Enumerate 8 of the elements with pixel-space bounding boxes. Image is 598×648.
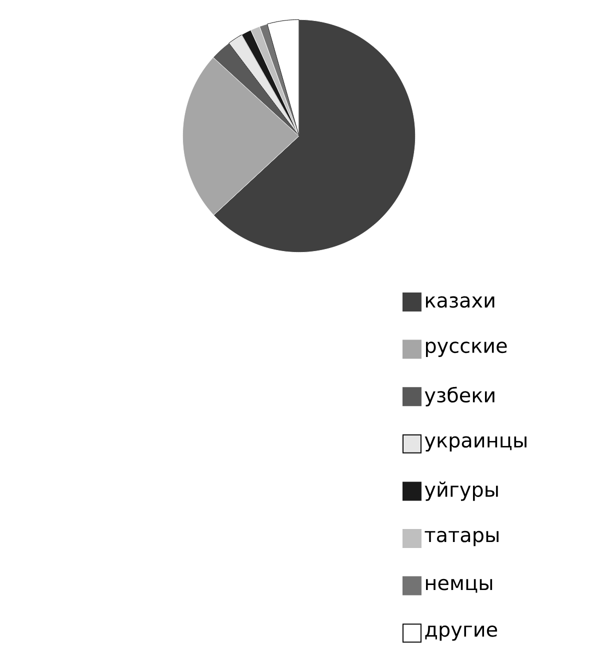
- legend-label: другие: [425, 625, 498, 641]
- legend-label: русские: [426, 342, 507, 357]
- legend-label: украинцы: [424, 436, 526, 452]
- legend-label: казахи: [426, 296, 494, 308]
- legend-label: уйгуры: [424, 482, 498, 501]
- legend-label: немцы: [426, 578, 492, 593]
- legend-label: татары: [424, 530, 498, 546]
- legend-label: узбеки: [424, 386, 494, 406]
